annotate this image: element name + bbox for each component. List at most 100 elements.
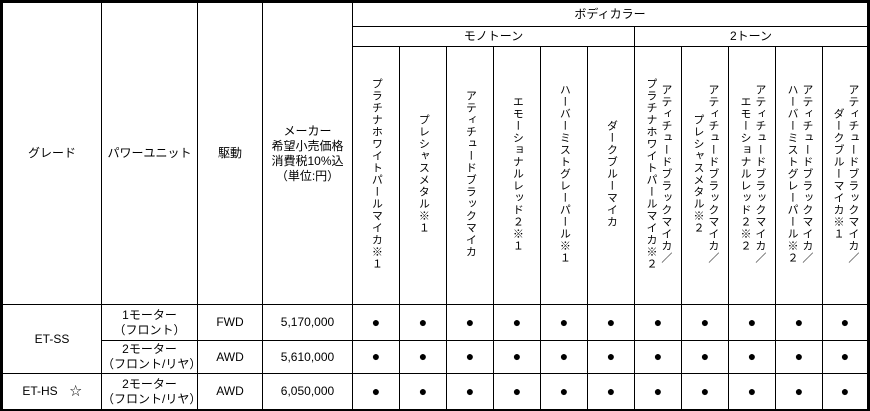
color-name: エモーショナルレッド２※１ <box>511 95 524 252</box>
drive-cell: AWD <box>197 373 263 410</box>
availability-mark: ● <box>512 313 522 330</box>
col-header-color-mono-2: プレシャスメタル※１ <box>399 46 447 305</box>
power-unit-cell: 2モーター （フロント/リヤ） <box>101 373 198 410</box>
availability-mark: ● <box>700 382 710 399</box>
col-header-color-mono-3: アティチュードブラックマイカ <box>446 46 494 305</box>
group-header-monotone: モノトーン <box>352 26 635 47</box>
col-header-color-2tone-4: アティチュードブラックマイカ／ ハーバーミストグレーパール※２ <box>775 46 823 305</box>
availability-mark: ● <box>700 348 710 364</box>
availability-cell: ● <box>587 340 635 374</box>
availability-cell: ● <box>728 340 776 374</box>
col-header-color-mono-1: プラチナホワイトパールマイカ※１ <box>352 46 400 305</box>
availability-mark: ● <box>747 382 757 399</box>
availability-cell: ● <box>728 304 776 341</box>
availability-mark: ● <box>700 313 710 330</box>
availability-cell: ● <box>352 340 400 374</box>
availability-cell: ● <box>587 304 635 341</box>
availability-mark: ● <box>606 348 616 364</box>
availability-mark: ● <box>465 382 475 399</box>
drive-cell: AWD <box>197 340 263 374</box>
availability-cell: ● <box>446 304 494 341</box>
grade-cell: ET-HS ☆ <box>2 373 102 410</box>
availability-mark: ● <box>559 313 569 330</box>
availability-mark: ● <box>418 382 428 399</box>
col-header-color-2tone-3: アティチュードブラックマイカ／ エモーショナルレッド２※２ <box>728 46 776 305</box>
col-header-color-2tone-2: アティチュードブラックマイカ／ プレシャスメタル※２ <box>681 46 729 305</box>
availability-cell: ● <box>822 304 868 341</box>
availability-cell: ● <box>775 373 823 410</box>
availability-mark: ● <box>747 313 757 330</box>
availability-mark: ● <box>653 348 663 364</box>
availability-cell: ● <box>775 340 823 374</box>
availability-cell: ● <box>681 340 729 374</box>
availability-cell: ● <box>634 340 682 374</box>
availability-mark: ● <box>606 382 616 399</box>
color-name: ハーバーミストグレーパール※１ <box>558 83 571 264</box>
col-header-color-mono-4: エモーショナルレッド２※１ <box>493 46 541 305</box>
group-header-two-tone: 2トーン <box>634 26 868 47</box>
header-row-tone-groups: モノトーン 2トーン <box>3 26 868 47</box>
drive-cell: FWD <box>197 304 263 341</box>
availability-mark: ● <box>465 348 475 364</box>
availability-mark: ● <box>512 382 522 399</box>
availability-mark: ● <box>512 348 522 364</box>
color-name: プラチナホワイトパールマイカ※１ <box>370 77 383 270</box>
color-name: アティチュードブラックマイカ／ プラチナホワイトパールマイカ※２ <box>645 77 672 270</box>
availability-mark: ● <box>840 382 850 399</box>
color-name: アティチュードブラックマイカ／ ハーバーミストグレーパール※２ <box>786 83 813 264</box>
col-header-grade: グレード <box>2 2 102 305</box>
color-name: アティチュードブラックマイカ <box>464 89 477 258</box>
color-name: ダークブルーマイカ <box>605 119 618 228</box>
availability-mark: ● <box>371 382 381 399</box>
col-header-color-2tone-1: アティチュードブラックマイカ／ プラチナホワイトパールマイカ※２ <box>634 46 682 305</box>
availability-mark: ● <box>371 313 381 330</box>
availability-cell: ● <box>822 373 868 410</box>
availability-cell: ● <box>399 373 447 410</box>
availability-mark: ● <box>418 348 428 364</box>
availability-cell: ● <box>540 340 588 374</box>
availability-mark: ● <box>418 313 428 330</box>
availability-cell: ● <box>352 373 400 410</box>
availability-cell: ● <box>446 373 494 410</box>
price-cell: 6,050,000 <box>262 373 353 410</box>
availability-cell: ● <box>822 340 868 374</box>
availability-mark: ● <box>840 313 850 330</box>
availability-cell: ● <box>681 304 729 341</box>
availability-cell: ● <box>728 373 776 410</box>
color-name: アティチュードブラックマイカ／ エモーショナルレッド２※２ <box>739 83 766 264</box>
availability-mark: ● <box>653 382 663 399</box>
table-row-etss-fwd: ET-SS 1モーター （フロント） FWD 5,170,000 ● ● ● ●… <box>2 304 868 374</box>
availability-cell: ● <box>399 304 447 341</box>
availability-cell: ● <box>493 304 541 341</box>
availability-mark: ● <box>794 313 804 330</box>
availability-mark: ● <box>559 348 569 364</box>
price-cell: 5,610,000 <box>262 340 353 374</box>
color-name: アティチュードブラックマイカ／ ダークブルーマイカ※１ <box>832 83 859 264</box>
table-row-eths-awd: ET-HS ☆ 2モーター （フロント/リヤ） AWD 6,050,000 ● … <box>2 373 868 410</box>
availability-cell: ● <box>540 304 588 341</box>
availability-mark: ● <box>371 348 381 364</box>
availability-mark: ● <box>606 313 616 330</box>
availability-cell: ● <box>493 373 541 410</box>
power-unit-cell: 1モーター （フロント） <box>101 304 198 341</box>
col-header-color-mono-6: ダークブルーマイカ <box>587 46 635 305</box>
availability-mark: ● <box>747 348 757 364</box>
availability-cell: ● <box>634 373 682 410</box>
availability-cell: ● <box>446 340 494 374</box>
availability-mark: ● <box>653 313 663 330</box>
col-header-color-mono-5: ハーバーミストグレーパール※１ <box>540 46 588 305</box>
availability-cell: ● <box>681 373 729 410</box>
availability-cell: ● <box>493 340 541 374</box>
availability-cell: ● <box>399 340 447 374</box>
grade-cell: ET-SS <box>2 304 102 374</box>
availability-cell: ● <box>775 304 823 341</box>
header-row-color-names: プラチナホワイトパールマイカ※１ プレシャスメタル※１ アティチュードブラックマ… <box>3 46 868 305</box>
group-header-body-color: ボディカラー <box>352 2 868 27</box>
availability-mark: ● <box>794 348 804 364</box>
color-name: プレシャスメタル※１ <box>417 113 430 234</box>
table-row-etss-awd: 2モーター （フロント/リヤ） AWD 5,610,000 ● ● ● ● ● … <box>3 340 868 374</box>
availability-cell: ● <box>352 304 400 341</box>
col-header-drive: 駆動 <box>197 2 263 305</box>
